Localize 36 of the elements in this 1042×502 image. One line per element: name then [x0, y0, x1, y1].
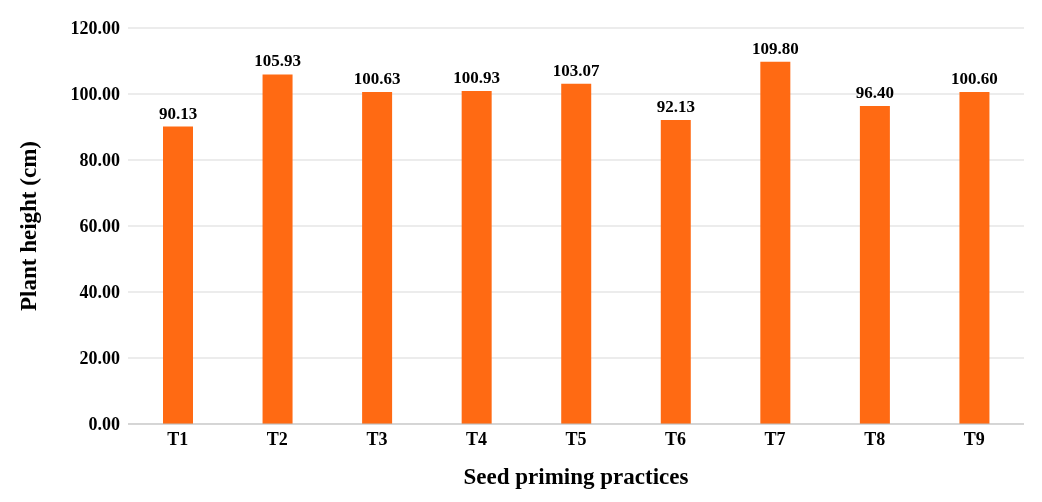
data-label: 90.13	[158, 103, 198, 123]
y-tick-label: 20.00	[79, 348, 120, 369]
x-tick-label: T9	[963, 428, 985, 449]
x-axis-title: Seed priming practices	[463, 464, 689, 489]
bar	[859, 105, 890, 424]
data-label: 92.13	[656, 96, 695, 116]
y-tick-label: 80.00	[79, 150, 120, 171]
data-label: 105.93	[254, 51, 301, 71]
x-tick-label: T6	[665, 428, 687, 449]
data-label: 100.93	[453, 67, 501, 87]
bar	[660, 119, 691, 424]
data-label: 109.80	[751, 38, 799, 58]
x-tick-label: T7	[764, 428, 786, 449]
data-label: 96.40	[855, 82, 895, 102]
data-label: 100.63	[353, 68, 401, 88]
bar	[959, 92, 990, 424]
bar	[561, 83, 592, 424]
bar	[163, 126, 193, 424]
bar	[262, 74, 293, 424]
x-tick-label: T4	[465, 428, 487, 449]
data-label: 100.60	[951, 69, 998, 89]
x-tick-label: T5	[565, 428, 587, 449]
x-tick-label: T2	[266, 428, 288, 449]
x-tick-label: T8	[864, 428, 886, 449]
bar	[362, 91, 393, 424]
bar	[760, 61, 791, 424]
bar	[461, 90, 492, 424]
y-tick-label: 60.00	[79, 216, 120, 237]
y-tick-label: 0.00	[88, 414, 120, 435]
y-axis-title: Plant height (cm)	[16, 141, 42, 311]
data-label: 103.07	[552, 60, 601, 80]
x-tick-label: T3	[366, 428, 388, 449]
x-tick-label: T1	[167, 428, 189, 449]
y-tick-label: 40.00	[79, 282, 120, 303]
y-tick-label: 100.00	[70, 84, 120, 105]
y-tick-label: 120.00	[70, 18, 120, 39]
